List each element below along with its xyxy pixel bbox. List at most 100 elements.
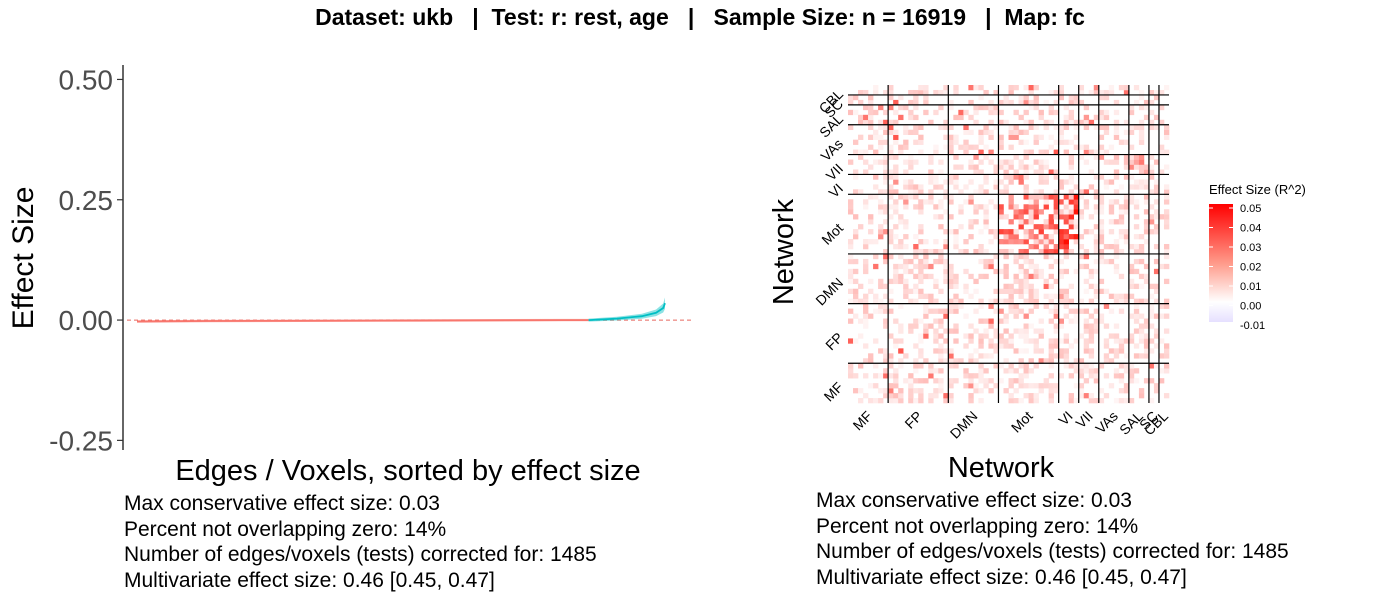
heatmap-cell (1073, 338, 1080, 344)
heatmap-cell (938, 288, 944, 294)
heatmap-cell (1023, 169, 1029, 175)
heatmap-cell (1018, 283, 1024, 290)
heatmap-cell (918, 393, 924, 399)
heatmap-cell (1163, 343, 1170, 349)
heatmap-y-axis-label: Network (768, 198, 800, 305)
heatmap-cell (1103, 338, 1110, 344)
heatmap-cell (988, 239, 994, 245)
heatmap-cell (893, 378, 899, 384)
effect-size-plot: -0.250.000.250.50 Effect Size Edges / Vo… (7, 64, 692, 487)
heatmap-cell (1018, 214, 1024, 220)
heatmap-cell (928, 179, 934, 185)
heatmap-cell (1033, 298, 1039, 304)
heatmap-cell (883, 318, 889, 324)
heatmap-cell (1093, 85, 1100, 91)
heatmap-cell (1153, 258, 1160, 265)
heatmap-cell (968, 358, 974, 364)
heatmap-cell (1033, 204, 1039, 210)
heatmap-cell (1023, 373, 1029, 379)
heatmap-cell (1033, 303, 1039, 309)
heatmap-cell (1013, 378, 1019, 384)
legend-tick-label: 0.05 (1240, 203, 1261, 215)
heatmap-cell (963, 368, 969, 374)
heatmap-cell (943, 194, 949, 200)
heatmap-cell (933, 248, 939, 255)
heatmap-cell (863, 263, 869, 270)
heatmap-cell (948, 353, 954, 359)
heatmap-cell (1003, 214, 1009, 220)
heatmap-cell (1163, 184, 1170, 190)
heatmap-cell (1108, 258, 1115, 265)
heatmap-cell (1023, 139, 1029, 145)
heatmap-cell (933, 149, 939, 155)
heatmap-cell (908, 393, 914, 399)
heatmap-cell (888, 253, 894, 260)
heatmap-cell (1148, 398, 1155, 404)
heatmap-cell (908, 89, 914, 96)
heatmap-cell (1063, 313, 1069, 319)
heatmap-cell (863, 159, 869, 165)
heatmap-cell (943, 134, 949, 140)
heatmap-cell (983, 353, 989, 359)
heatmap-cell (883, 154, 889, 160)
heatmap-cell (1163, 189, 1170, 195)
heatmap-cell (1053, 278, 1059, 285)
heatmap-cell (1013, 174, 1019, 180)
heatmap-cell (1158, 353, 1165, 359)
heatmap-cell (913, 323, 919, 329)
heatmap-cell (1053, 189, 1059, 195)
heatmap-cell (1073, 363, 1080, 369)
heatmap-cell (958, 109, 964, 116)
heatmap-cell (953, 139, 959, 145)
heatmap-cell (1133, 268, 1140, 275)
heatmap-cell (1158, 368, 1165, 374)
y-tick-label: 0.25 (59, 185, 114, 216)
heatmap-cell (1118, 398, 1125, 404)
heatmap-cell (853, 278, 859, 285)
heatmap-cell (1143, 184, 1150, 190)
heatmap-cell (998, 248, 1004, 255)
heatmap-cell (878, 348, 884, 354)
heatmap-cell (968, 194, 974, 200)
heatmap-cell (1008, 194, 1014, 200)
y-network-label: VII (823, 160, 846, 183)
heatmap-cell (963, 373, 969, 379)
heatmap-cell (1118, 338, 1125, 344)
heatmap-cell (1038, 383, 1044, 389)
heatmap-cell (898, 104, 904, 111)
heatmap-cell (978, 139, 984, 145)
heatmap-cell (1013, 154, 1019, 160)
heatmap-cell (1063, 104, 1069, 111)
heatmap-cell (1048, 298, 1054, 304)
heatmap-cell (898, 398, 904, 404)
heatmap-cell (943, 313, 949, 319)
heatmap-cell (1063, 179, 1069, 185)
heatmap-cell (963, 268, 969, 275)
heatmap-cell (898, 388, 904, 394)
heatmap-cell (1143, 343, 1150, 349)
heatmap-cell (1123, 239, 1130, 245)
heatmap-cell (1063, 209, 1069, 215)
heatmap-cell (928, 293, 934, 299)
heatmap-cell (1068, 234, 1075, 240)
heatmap-cell (1053, 229, 1059, 235)
heatmap-cell (1113, 239, 1120, 245)
heatmap-cell (1128, 144, 1135, 150)
heatmap-cell (868, 313, 874, 319)
heatmap-cell (1013, 398, 1019, 404)
heatmap-cell (1003, 119, 1009, 126)
heatmap-cell (988, 303, 994, 309)
heatmap-cell (1003, 283, 1009, 290)
heatmap-cell (1053, 214, 1059, 220)
heatmap-cell (848, 338, 854, 344)
heatmap-cell (1148, 229, 1155, 235)
heatmap-cell (1118, 204, 1125, 210)
heatmap-cell (1048, 283, 1054, 290)
heatmap-cell (923, 89, 929, 96)
heatmap-cell (968, 85, 974, 91)
heatmap-cell (873, 338, 879, 344)
heatmap-cell (1063, 363, 1069, 369)
heatmap-cell (868, 104, 874, 111)
